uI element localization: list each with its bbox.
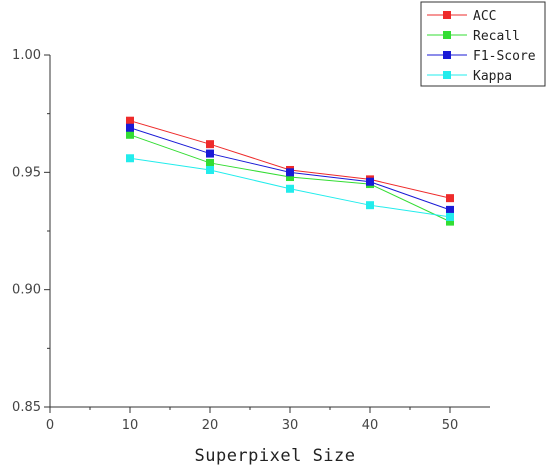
series-kappa [126,154,454,221]
legend-item: F1-Score [427,49,536,64]
data-point [446,194,454,203]
legend-marker [443,51,451,59]
legend: ACC Recall F1-Score Kappa [420,1,546,87]
axes: 0 10 20 30 40 50 0.85 0.90 0.95 1.00 [12,48,490,433]
legend-marker [443,71,451,79]
data-point [286,173,294,182]
x-tick-label: 40 [362,418,379,433]
legend-box [420,1,546,87]
data-point [366,177,374,186]
legend-marker [443,11,451,19]
x-tick-label: 20 [202,418,219,433]
x-tick-label: 10 [122,418,139,433]
series-recall [126,130,454,226]
x-tick-label: 30 [282,418,299,433]
y-tick-label: 0.95 [12,165,41,180]
x-tick-label: 0 [46,418,54,433]
series-f1-score [126,123,454,214]
data-point [446,205,454,214]
data-point [126,123,134,132]
data-point [206,158,214,167]
legend-label: ACC [473,9,496,24]
legend-item: ACC [427,9,496,24]
legend-item: Kappa [427,69,512,84]
data-point [126,154,134,163]
x-tick-label: 50 [442,418,459,433]
data-point [206,140,214,149]
legend-label: Recall [473,29,520,44]
series-layer [126,116,454,226]
x-axis-label: Superpixel Size [194,446,355,466]
data-point [126,116,134,125]
data-point [446,217,454,226]
data-point [126,130,134,139]
data-point [206,149,214,158]
data-point [446,212,454,221]
data-point [286,184,294,193]
legend-label: Kappa [473,69,512,84]
data-point [286,168,294,177]
legend-marker [443,31,451,39]
legend-label: F1-Score [473,49,536,64]
data-point [206,165,214,174]
legend-item: Recall [427,29,520,44]
y-tick-label: 0.90 [12,283,41,298]
y-tick-label: 1.00 [12,48,41,63]
y-tick-label: 0.85 [12,400,41,415]
data-point [366,201,374,210]
